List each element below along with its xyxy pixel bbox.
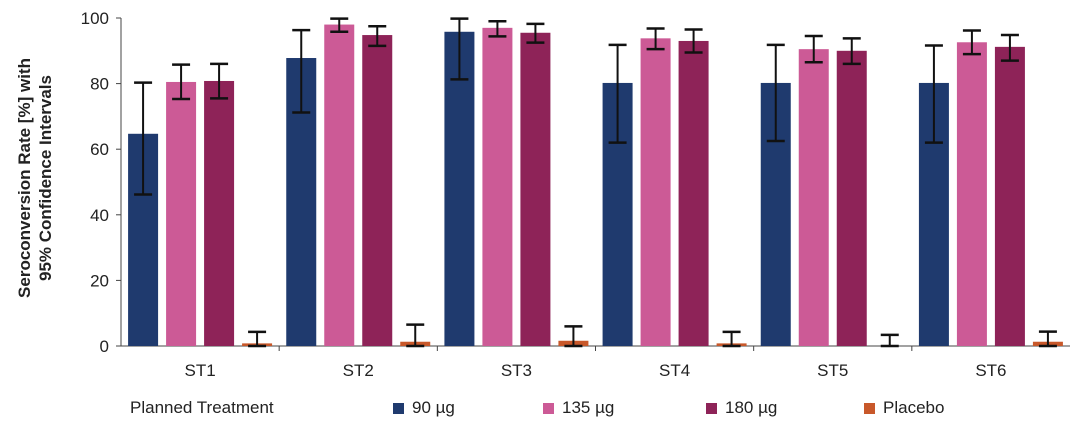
bar-ST1-180ug [204, 80, 235, 346]
legend-label-placebo: Placebo [883, 398, 945, 417]
x-tick-label-ST5: ST5 [817, 361, 848, 380]
bar-ST5-180ug [836, 50, 867, 347]
y-tick-label-0: 0 [100, 337, 109, 356]
legend-item-90ug: 90 µg [393, 398, 455, 418]
legend-item-135ug: 135 µg [543, 398, 614, 418]
legend-swatch-placebo [864, 402, 875, 414]
x-tick-label-ST6: ST6 [975, 361, 1006, 380]
x-tick-label-ST3: ST3 [501, 361, 532, 380]
legend-item-180ug: 180 µg [706, 398, 777, 418]
bar-ST2-135ug [324, 24, 355, 347]
bar-ST1-135ug [166, 81, 197, 347]
bar-ST4-180ug [678, 40, 709, 347]
legend-label-90ug: 90 µg [412, 398, 455, 417]
x-tick-label-ST2: ST2 [343, 361, 374, 380]
y-tick-label-100: 100 [81, 9, 109, 28]
bar-ST6-135ug [956, 42, 987, 346]
legend-label-180ug: 180 µg [725, 398, 778, 417]
y-axis-label-line1: Seroconversion Rate [%] with [15, 58, 34, 298]
y-tick-label-80: 80 [90, 75, 109, 94]
y-axis-label: Seroconversion Rate [%] with 95% Confide… [14, 28, 58, 328]
bar-ST3-135ug [482, 27, 513, 347]
legend-title: Planned Treatment [130, 398, 274, 417]
legend: Planned Treatment 90 µg 135 µg 180 µg Pl… [0, 394, 1084, 422]
legend-label-135ug: 135 µg [562, 398, 615, 417]
x-tick-label-ST1: ST1 [184, 361, 215, 380]
bar-ST5-135ug [798, 49, 829, 346]
bar-ST6-180ug [994, 46, 1025, 346]
bar-ST3-90ug [444, 31, 475, 346]
bar-ST3-180ug [520, 32, 551, 346]
y-axis-label-line2: 95% Confidence Intervals [36, 75, 55, 281]
y-tick-label-20: 20 [90, 271, 109, 290]
legend-swatch-180ug [706, 402, 717, 414]
legend-swatch-135ug [543, 402, 554, 414]
x-tick-label-ST4: ST4 [659, 361, 690, 380]
y-tick-label-40: 40 [90, 206, 109, 225]
y-tick-label-60: 60 [90, 140, 109, 159]
bar-ST4-135ug [640, 38, 671, 346]
bar-ST2-180ug [362, 35, 393, 346]
legend-swatch-90ug [393, 402, 404, 414]
legend-item-placebo: Placebo [864, 398, 944, 418]
